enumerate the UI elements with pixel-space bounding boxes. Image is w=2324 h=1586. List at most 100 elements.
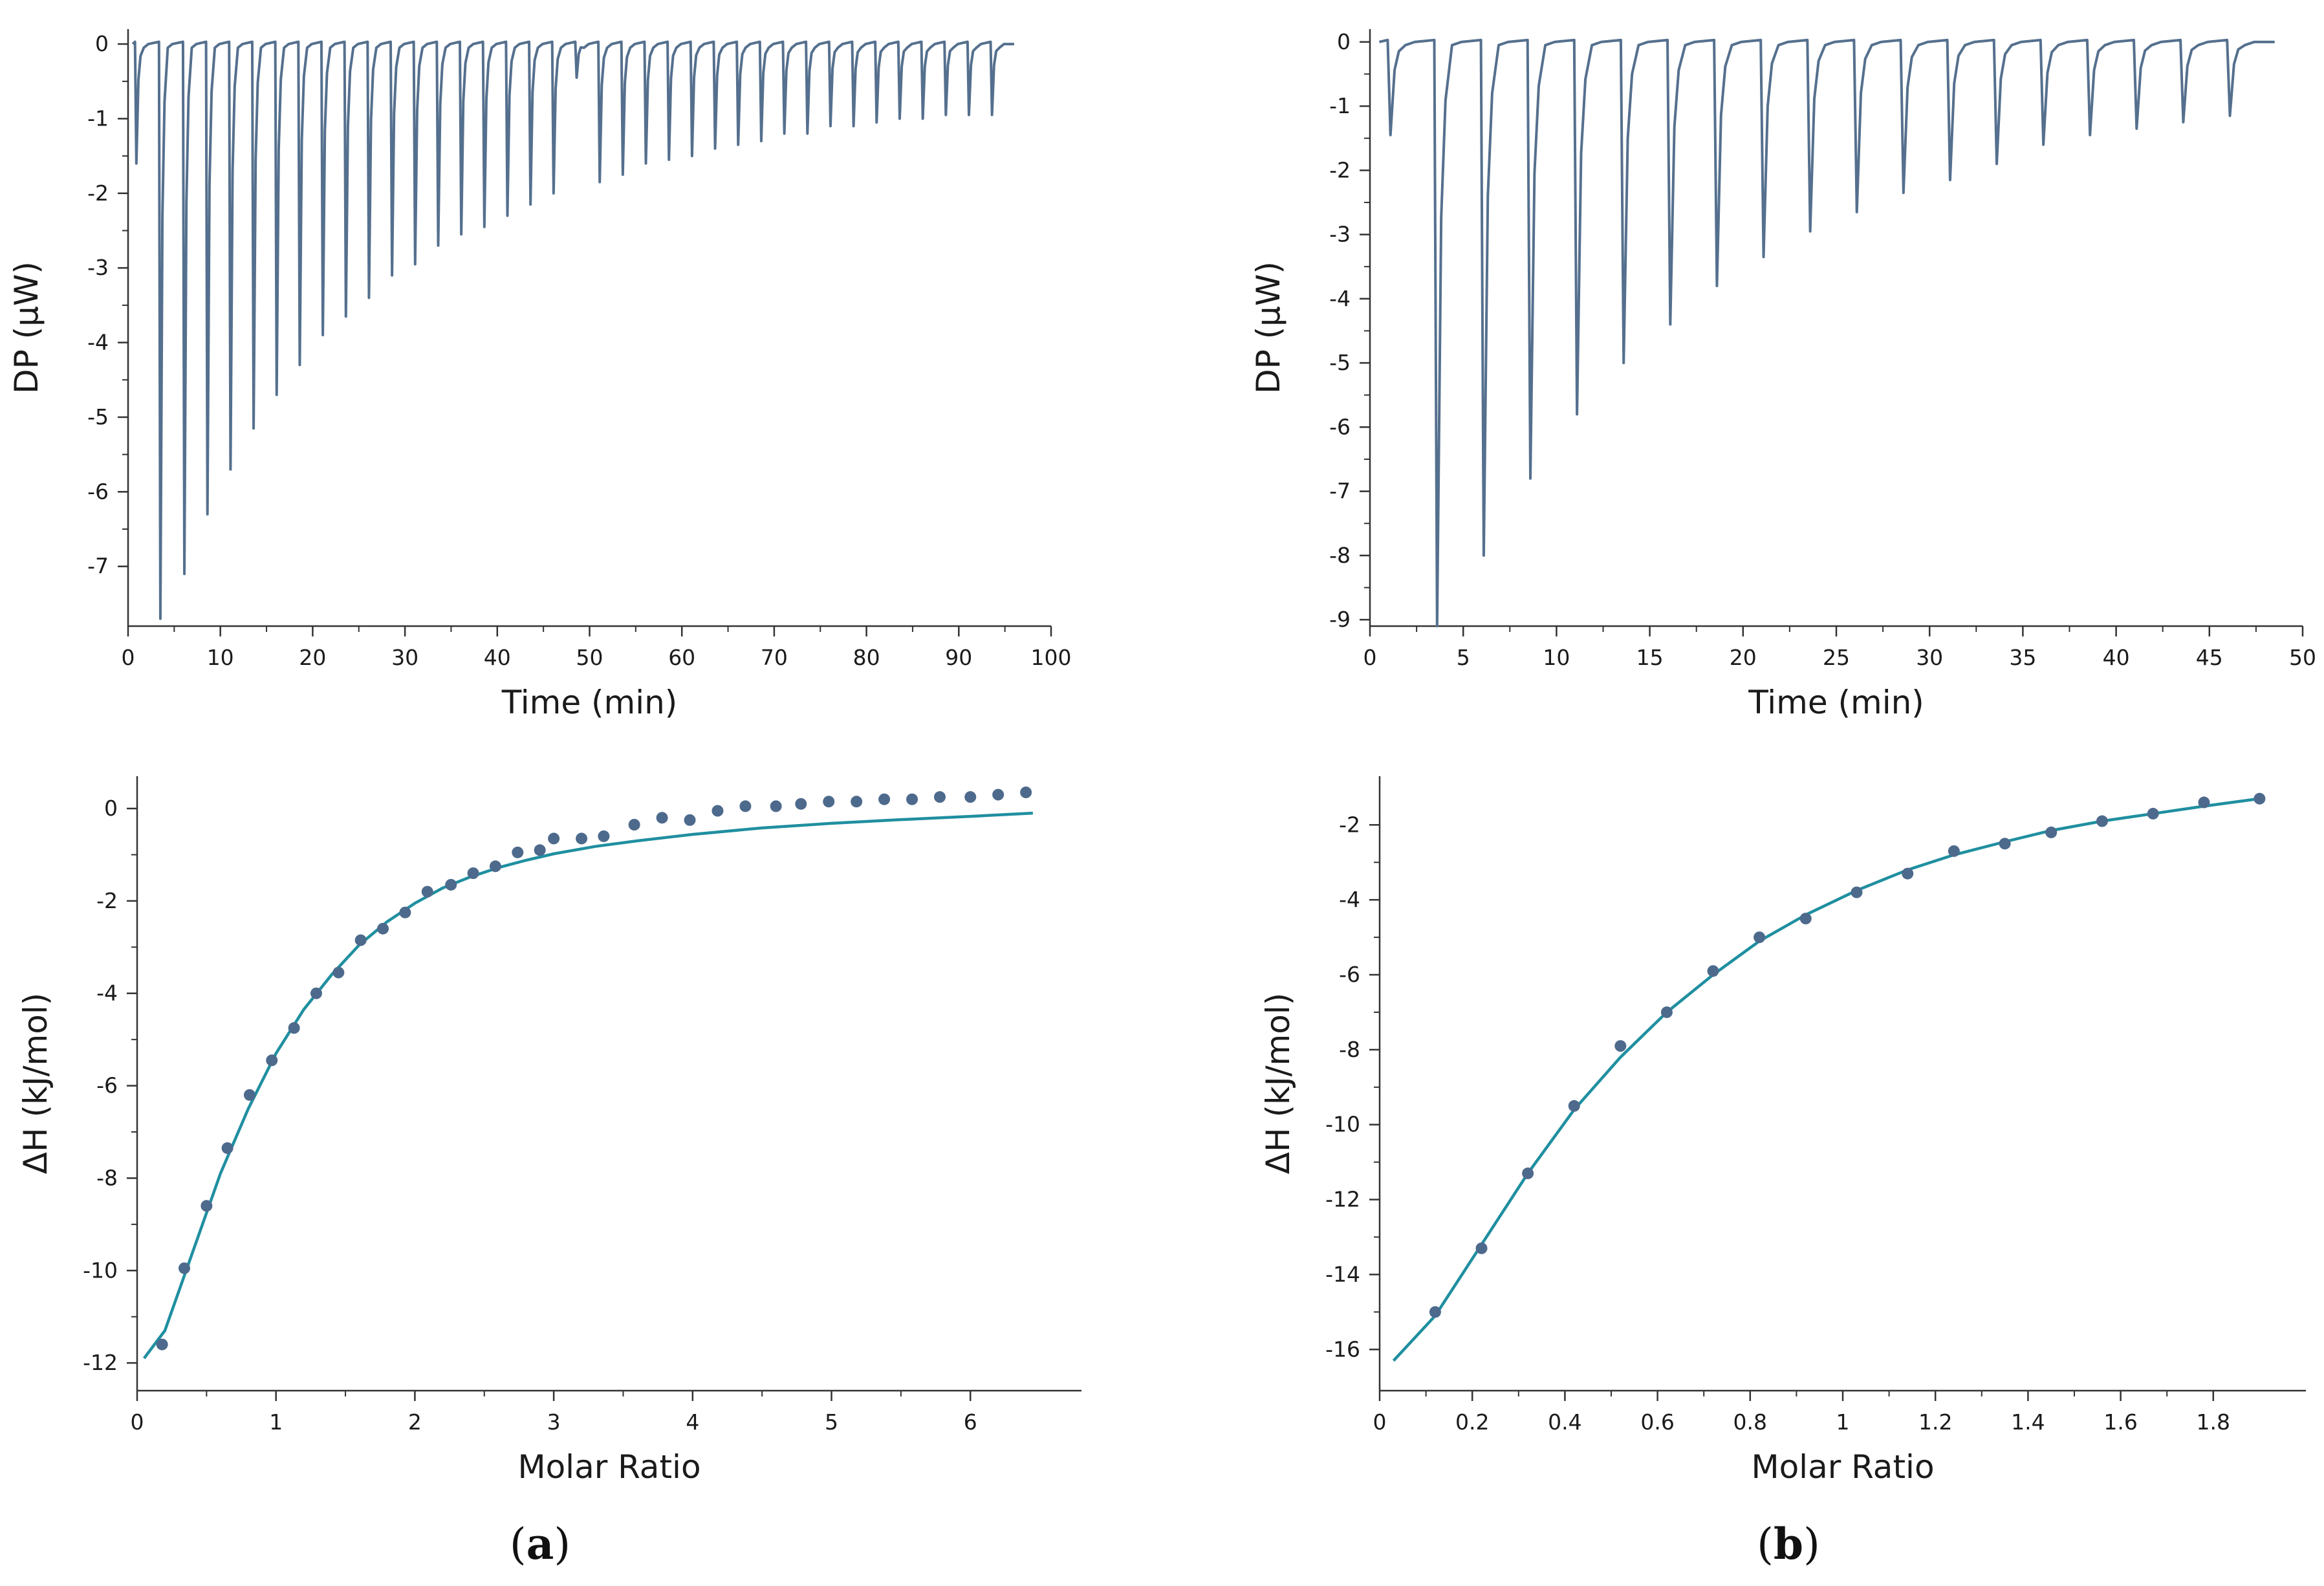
a-isotherm-data-point — [156, 1338, 168, 1351]
a-isotherm-data-point — [288, 1022, 300, 1034]
b-isotherm-data-point — [1902, 867, 1914, 880]
a-isotherm-data-point — [534, 844, 546, 856]
a-isotherm-data-point — [243, 1089, 255, 1101]
chart-a-thermogram: 0 -1 -2 -3 -4 -5 -6 -7 0 10 20 30 40 50 60 70 80 90 100 Tim… — [8, 29, 1072, 721]
b-isotherm-data-point — [1851, 886, 1863, 898]
b-isotherm-y-tick-label: -10 — [1325, 1112, 1360, 1137]
a-isotherm-data-point — [221, 1142, 233, 1154]
a-thermogram-y-tick-label: 0 — [95, 31, 109, 56]
chart-b-isotherm: -2 -4 -6 -8 -10 -12 -14 -16 0 0.2 0.4 0.6 0.8 1 1.2 1.4… — [1259, 776, 2306, 1486]
panel-label-b-open: ( — [1757, 1519, 1774, 1569]
b-thermogram-y-tick-label: -5 — [1329, 350, 1351, 375]
a-thermogram-x-tick-label: 10 — [207, 645, 234, 670]
b-thermogram-y-tick-label: -2 — [1329, 157, 1351, 182]
chart-b-thermogram: 0 -1 -2 -3 -4 -5 -6 -7 -8 -9 0 5 10 15 20 25 30 35 40 45 50 T… — [1250, 29, 2316, 721]
a-isotherm-data-point — [934, 791, 946, 803]
a-thermogram-y-tick-label: -4 — [87, 330, 109, 355]
a-isotherm-data-point — [906, 793, 918, 805]
panel-label-a-open: ( — [510, 1519, 527, 1569]
a-isotherm-y-tick-label: -12 — [83, 1350, 118, 1375]
b-thermogram-y-tick-label: -8 — [1329, 543, 1351, 568]
chart-a-isotherm: 0 -2 -4 -6 -8 -10 -12 0 1 2 3 4 5 6 Molar Ratio ΔH (kJ/… — [17, 776, 1081, 1486]
b-isotherm-data-point — [2198, 796, 2210, 809]
a-isotherm-data-point — [598, 830, 610, 842]
b-isotherm-y-tick-label: -12 — [1325, 1187, 1360, 1212]
a-isotherm-data-point — [851, 796, 863, 808]
a-thermogram-x-axis-title: Time (min) — [501, 684, 678, 721]
b-isotherm-fit-curve — [1392, 797, 2260, 1362]
a-thermogram-x-tick-label: 70 — [761, 645, 788, 670]
panel-label-a-letter: a — [527, 1519, 554, 1569]
a-isotherm-x-tick-label: 5 — [825, 1409, 838, 1435]
b-thermogram-x-tick-label: 40 — [2103, 645, 2130, 670]
a-isotherm-x-tick-label: 0 — [131, 1409, 144, 1435]
a-isotherm-data-point — [512, 846, 524, 858]
b-isotherm-y-tick-label: -4 — [1339, 887, 1360, 912]
b-isotherm-y-tick-label: -8 — [1339, 1037, 1360, 1062]
a-thermogram-y-tick-label: -5 — [87, 404, 109, 429]
b-thermogram-x-tick-label: 0 — [1363, 645, 1377, 670]
b-isotherm-y-tick-label: -14 — [1325, 1261, 1360, 1287]
b-isotherm-data-point — [1999, 838, 2011, 850]
b-isotherm-data-point — [2096, 815, 2108, 827]
a-thermogram-y-tick-label: -3 — [87, 255, 109, 280]
a-isotherm-data-point — [823, 796, 835, 808]
b-isotherm-x-tick-label: 1 — [1836, 1409, 1850, 1435]
b-thermogram-x-tick-label: 50 — [2289, 645, 2316, 670]
b-isotherm-x-tick-label: 0.8 — [1733, 1409, 1767, 1435]
a-isotherm-data-point — [421, 885, 433, 898]
a-thermogram-x-tick-label: 100 — [1031, 645, 1072, 670]
a-isotherm-x-tick-label: 3 — [547, 1409, 561, 1435]
a-isotherm-y-tick-label: -10 — [83, 1257, 118, 1283]
panel-label-b: (b) — [1757, 1519, 1820, 1569]
a-isotherm-y-tick-label: -2 — [96, 888, 118, 913]
b-thermogram-x-tick-label: 25 — [1823, 645, 1850, 670]
a-thermogram-y-tick-label: -6 — [87, 479, 109, 504]
a-thermogram-y-tick-label: -1 — [87, 105, 109, 131]
b-isotherm-y-tick-label: -6 — [1339, 962, 1360, 987]
a-isotherm-data-point — [878, 793, 891, 805]
b-thermogram-x-axis-title: Time (min) — [1748, 684, 1924, 721]
a-isotherm-fit-curve — [142, 811, 1033, 1360]
a-isotherm-data-point — [399, 906, 411, 918]
a-isotherm-data-point — [179, 1262, 190, 1274]
panel-label-b-letter: b — [1774, 1519, 1803, 1569]
b-isotherm-y-tick-label: -16 — [1325, 1336, 1360, 1362]
a-isotherm-y-tick-label: 0 — [104, 796, 118, 821]
a-thermogram-x-tick-label: 90 — [945, 645, 972, 670]
a-isotherm-data-point — [201, 1200, 213, 1212]
a-isotherm-y-tick-label: -8 — [96, 1165, 118, 1190]
a-isotherm-data-point — [332, 966, 345, 979]
b-isotherm-x-tick-label: 1.2 — [1918, 1409, 1952, 1435]
b-thermogram-x-tick-label: 35 — [2009, 645, 2036, 670]
a-isotherm-data-point — [445, 878, 457, 891]
a-isotherm-y-tick-label: -6 — [96, 1073, 118, 1098]
a-isotherm-x-tick-label: 1 — [269, 1409, 283, 1435]
b-isotherm-data-point — [1799, 913, 1812, 925]
b-thermogram-y-tick-label: -7 — [1329, 479, 1351, 504]
a-thermogram-x-tick-label: 20 — [299, 645, 326, 670]
a-isotherm-data-point — [770, 800, 782, 812]
b-isotherm-data-point — [1475, 1242, 1488, 1254]
a-thermogram-x-tick-label: 80 — [853, 645, 880, 670]
a-isotherm-x-tick-label: 2 — [408, 1409, 422, 1435]
a-isotherm-data-point — [354, 934, 367, 946]
a-isotherm-data-point — [739, 800, 752, 812]
a-thermogram-y-tick-label: -2 — [87, 180, 109, 206]
a-isotherm-data-point — [310, 987, 322, 999]
a-isotherm-x-tick-label: 4 — [686, 1409, 699, 1435]
a-thermogram-y-tick-label: -7 — [87, 554, 109, 579]
a-isotherm-data-point — [711, 805, 724, 817]
b-isotherm-x-tick-label: 1.4 — [2011, 1409, 2045, 1435]
a-thermogram-x-tick-label: 0 — [122, 645, 135, 670]
b-isotherm-data-point — [1614, 1040, 1627, 1052]
a-isotherm-x-tick-label: 6 — [964, 1409, 977, 1435]
a-isotherm-data-point — [684, 814, 696, 826]
a-isotherm-x-axis-title: Molar Ratio — [517, 1448, 700, 1486]
a-isotherm-data-point — [377, 922, 389, 935]
b-isotherm-data-point — [1660, 1006, 1673, 1018]
a-isotherm-data-point — [964, 791, 977, 803]
a-isotherm-data-point — [548, 832, 560, 845]
a-isotherm-data-point — [656, 812, 668, 824]
